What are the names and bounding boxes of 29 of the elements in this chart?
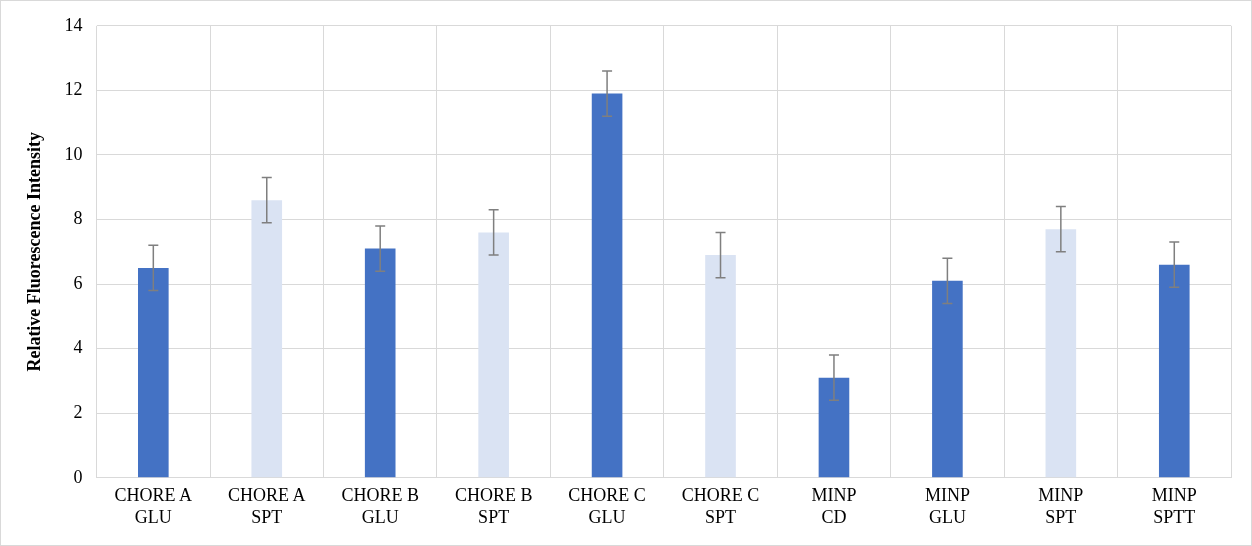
- x-tick-label: MINP GLU: [924, 485, 970, 527]
- bar: [1158, 264, 1190, 478]
- bar: [705, 255, 736, 478]
- bar: [818, 377, 850, 478]
- bar: [932, 280, 963, 478]
- x-tick-label: CHORE C GLU: [568, 485, 646, 527]
- y-tick-label: 2: [73, 401, 83, 422]
- x-tick-label: CHORE C SPT: [681, 485, 760, 527]
- x-tick-label: CHORE A SPT: [228, 485, 306, 527]
- y-tick-label: 6: [73, 272, 83, 293]
- x-tick-label: CHORE B SPT: [454, 485, 533, 527]
- y-tick-label: 8: [73, 208, 83, 229]
- y-tick-label: 10: [64, 143, 83, 164]
- y-tick-label: 12: [64, 79, 83, 100]
- x-tick-label: MINP SPTT: [1151, 485, 1197, 527]
- bar: [591, 93, 623, 478]
- bar: [138, 267, 169, 478]
- y-axis-title: Relative Fluorescence Intensity: [24, 131, 45, 372]
- y-tick-label: 0: [73, 466, 83, 487]
- y-tick-label: 4: [73, 337, 83, 358]
- bar: [251, 200, 283, 478]
- x-tick-label: CHORE A GLU: [114, 485, 193, 527]
- bar: [364, 248, 396, 478]
- bar: [478, 232, 509, 478]
- x-tick-label: MINP SPT: [1038, 485, 1084, 527]
- x-tick-label: MINP CD: [811, 485, 857, 527]
- y-tick-label: 14: [64, 14, 83, 35]
- bar: [1045, 229, 1077, 478]
- x-tick-label: CHORE B GLU: [341, 485, 419, 527]
